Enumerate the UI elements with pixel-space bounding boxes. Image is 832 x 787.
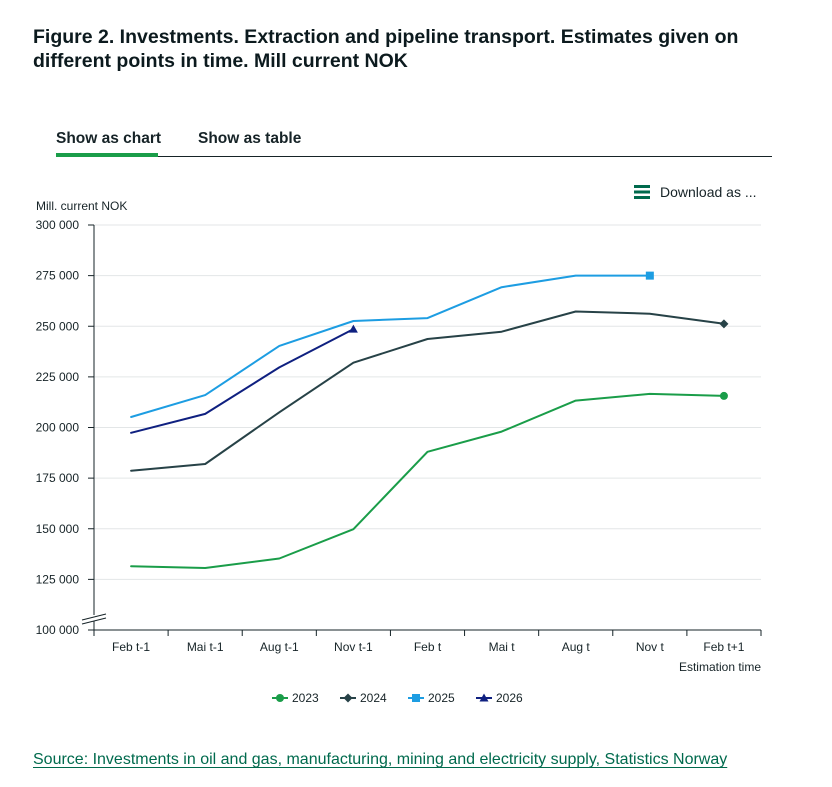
legend-label-2023: 2023: [292, 691, 319, 705]
active-tab-indicator: [56, 153, 158, 157]
source-link[interactable]: Source: Investments in oil and gas, manu…: [33, 751, 728, 768]
series-end-marker-2024: [719, 319, 729, 329]
y-tick-label: 150 000: [36, 522, 80, 536]
legend-marker-2024: [343, 693, 353, 703]
x-tick-label: Nov t: [636, 640, 665, 654]
tab-show-as-chart[interactable]: Show as chart: [56, 130, 162, 147]
y-tick-label: 225 000: [36, 370, 80, 384]
y-axis-title: Mill. current NOK: [36, 199, 127, 213]
y-tick-label: 100 000: [36, 623, 80, 637]
tabs-divider: [56, 156, 772, 157]
series-end-marker-2026: [348, 324, 358, 333]
legend-label-2025: 2025: [428, 691, 455, 705]
x-tick-label: Aug t-1: [260, 640, 299, 654]
y-tick-label: 300 000: [36, 218, 80, 232]
legend-label-2026: 2026: [496, 691, 523, 705]
series-line-2025: [130, 274, 651, 418]
series-end-marker-2025: [645, 271, 654, 280]
x-tick-label: Mai t: [489, 640, 516, 654]
x-tick-label: Aug t: [562, 640, 591, 654]
y-tick-label: 200 000: [36, 421, 80, 435]
gridlines: [94, 224, 761, 580]
legend: 2023 2024 2025 2026: [272, 691, 523, 705]
x-tick-label: Feb t: [414, 640, 442, 654]
view-tabs: Show as chart Show as table: [56, 126, 772, 158]
axis-break-mark: [81, 617, 107, 625]
tab-show-as-table[interactable]: Show as table: [198, 130, 302, 147]
x-tick-label: Feb t-1: [112, 640, 150, 654]
y-tick-label: 250 000: [36, 319, 80, 333]
series-end-marker-2023: [719, 391, 728, 400]
chart-title: Figure 2. Investments. Extraction and pi…: [33, 26, 739, 72]
x-tick-labels: Feb t-1 Mai t-1 Aug t-1 Nov t-1 Feb t Mai t Au…: [112, 640, 745, 654]
axes: [81, 224, 762, 636]
legend-marker-2023: [276, 694, 284, 702]
legend-label-2024: 2024: [360, 691, 387, 705]
series-line-2024: [130, 310, 725, 472]
x-tick-label: Nov t-1: [334, 640, 373, 654]
legend-marker-2026: [479, 693, 489, 702]
axis-break-gap: [82, 615, 106, 621]
y-tick-labels: 100 000 125 000 150 000 175 000 200 000 225 0…: [36, 218, 80, 637]
y-tick-label: 175 000: [36, 471, 80, 485]
x-tick-label: Mai t-1: [187, 640, 224, 654]
legend-marker-2025: [412, 694, 420, 702]
axis-break-mark: [81, 613, 107, 621]
y-tick-label: 125 000: [36, 572, 80, 586]
download-label: Download as ...: [660, 184, 757, 200]
menu-icon: [634, 185, 650, 199]
x-tick-label: Feb t+1: [703, 640, 744, 654]
series-line-2026: [130, 328, 355, 434]
series-line-2023: [130, 392, 725, 569]
download-button[interactable]: Download as ...: [634, 184, 757, 200]
y-tick-label: 275 000: [36, 269, 80, 283]
series-lines: [130, 271, 729, 569]
line-chart: Mill. current NOK Estimation time 100 00…: [36, 199, 762, 705]
x-axis-title: Estimation time: [679, 660, 761, 674]
